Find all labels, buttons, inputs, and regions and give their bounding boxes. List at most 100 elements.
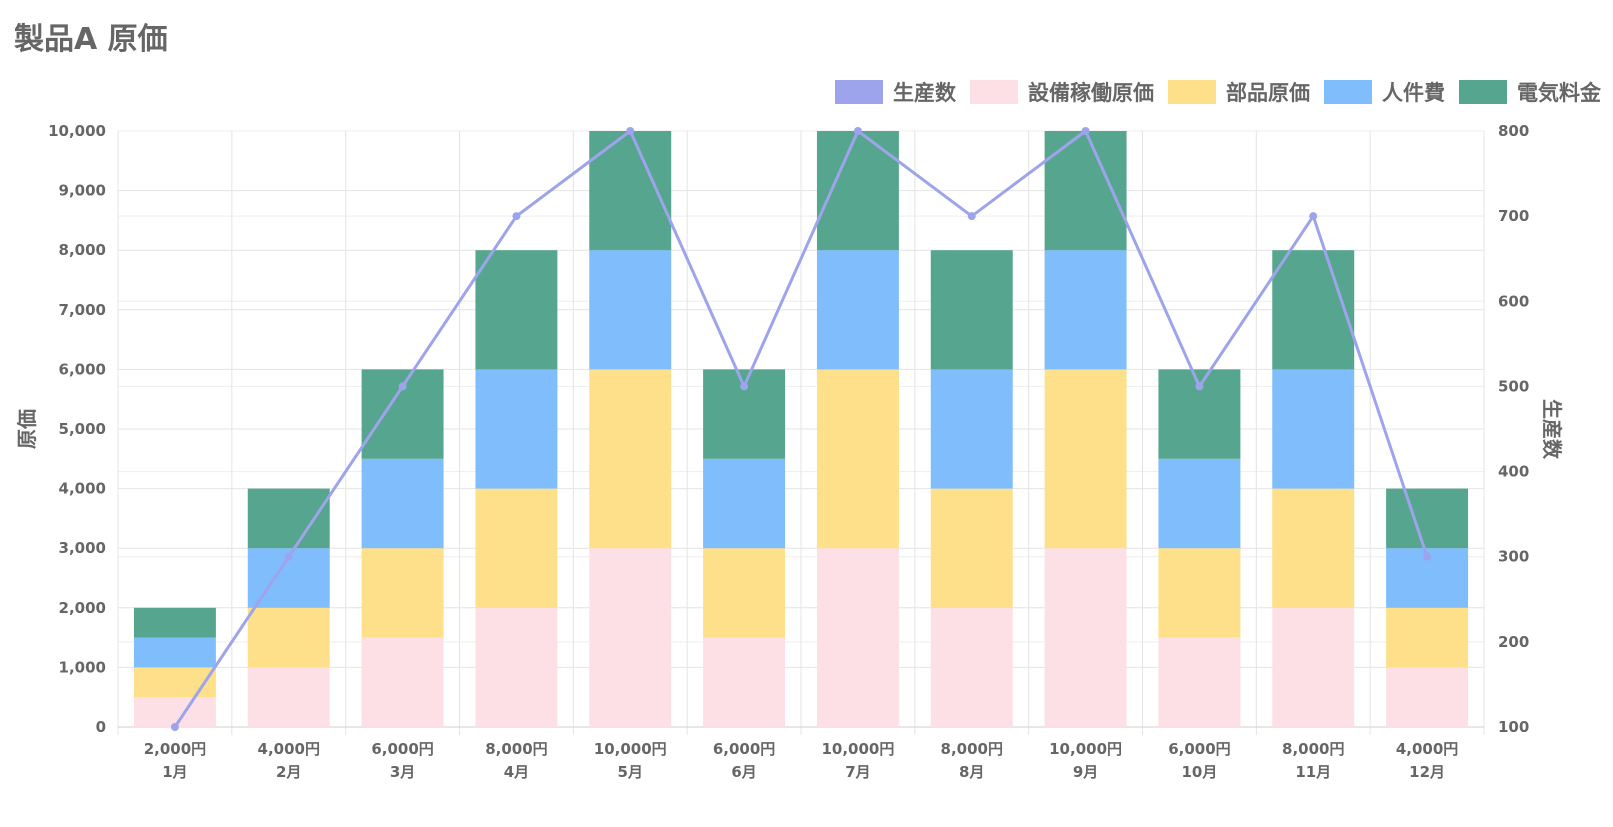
x-tick-total-label: 8,000円 [1282, 740, 1344, 758]
bar-segment [1386, 488, 1469, 549]
bar-segment [816, 548, 899, 727]
y2-tick-label: 600 [1498, 292, 1529, 310]
bar-segment [1386, 667, 1469, 727]
y-tick-label: 5,000 [59, 420, 106, 438]
legend-label: 電気料金 [1517, 81, 1601, 105]
x-tick-month-label: 11月 [1295, 763, 1331, 781]
legend-swatch [1168, 80, 1216, 104]
y2-tick-label: 700 [1498, 207, 1529, 225]
y-tick-label: 6,000 [59, 360, 106, 378]
bar-segment [930, 369, 1013, 489]
bar-segment [703, 458, 786, 549]
bar-segment [816, 369, 899, 549]
y-tick-label: 2,000 [59, 599, 106, 617]
legend-item[interactable]: 人件費 [1324, 77, 1445, 107]
y2-tick-label: 200 [1498, 633, 1529, 651]
bar-segment [1158, 548, 1241, 638]
x-tick-month-label: 5月 [618, 763, 643, 781]
bar-segment [816, 250, 899, 370]
x-tick-total-label: 10,000円 [821, 740, 894, 758]
bar-segment [475, 488, 558, 608]
y2-axis-title: 生産数 [1540, 399, 1564, 460]
x-tick-total-label: 10,000円 [594, 740, 667, 758]
x-tick-month-label: 9月 [1073, 763, 1098, 781]
bar-segment [1044, 131, 1127, 251]
line-point [967, 212, 976, 221]
bar-segment [930, 607, 1013, 727]
x-tick-month-label: 4月 [504, 763, 529, 781]
y-tick-label: 1,000 [59, 658, 106, 676]
y2-tick-label: 300 [1498, 548, 1529, 566]
bar-segment [816, 131, 899, 251]
bar-segment [930, 250, 1013, 370]
legend-swatch [835, 80, 883, 104]
bar-segment [361, 548, 444, 638]
bar-segment [1044, 548, 1127, 727]
x-tick-total-label: 6,000円 [713, 740, 775, 758]
line-point [740, 382, 749, 391]
chart-legend: 生産数 設備稼働原価 部品原価 人件費 電気料金 [835, 77, 1601, 107]
bar-segment [133, 697, 216, 727]
line-point [1423, 552, 1432, 561]
bar-segment [703, 548, 786, 638]
bar-segment [475, 250, 558, 370]
y-tick-label: 8,000 [59, 241, 106, 259]
line-point [853, 127, 862, 135]
line-point [626, 127, 635, 135]
bar-segment [589, 369, 672, 549]
bar-segment [1272, 488, 1355, 608]
x-tick-total-label: 10,000円 [1049, 740, 1122, 758]
x-tick-total-label: 4,000円 [1396, 740, 1458, 758]
bar-segment [247, 607, 330, 668]
x-tick-month-label: 1月 [162, 763, 187, 781]
x-tick-total-label: 8,000円 [941, 740, 1003, 758]
legend-label: 部品原価 [1226, 81, 1310, 105]
line-point [284, 552, 293, 561]
y2-tick-label: 800 [1498, 122, 1529, 140]
y-tick-label: 3,000 [59, 539, 106, 557]
bar-segment [589, 548, 672, 727]
legend-item[interactable]: 設備稼働原価 [970, 77, 1154, 107]
line-point [1195, 382, 1204, 391]
x-tick-month-label: 10月 [1181, 763, 1217, 781]
chart-title: 製品A 原価 [14, 22, 168, 57]
legend-item[interactable]: 生産数 [835, 77, 956, 107]
y-tick-label: 4,000 [59, 480, 106, 498]
bar-segment [133, 607, 216, 638]
x-tick-total-label: 6,000円 [371, 740, 433, 758]
line-point [398, 382, 407, 391]
x-tick-month-label: 2月 [276, 763, 301, 781]
bar-segment [133, 637, 216, 668]
bar-segment [1044, 250, 1127, 370]
x-tick-total-label: 6,000円 [1168, 740, 1230, 758]
bar-segment [1044, 369, 1127, 549]
bar-segment [475, 607, 558, 727]
bar-segment [1272, 369, 1355, 489]
bar-segment [1158, 458, 1241, 549]
line-point [512, 212, 521, 221]
legend-swatch [970, 80, 1018, 104]
bar-segment [247, 667, 330, 727]
bar-segment [930, 488, 1013, 608]
y2-tick-label: 100 [1498, 718, 1529, 736]
y-axis-title: 原価 [15, 409, 39, 449]
x-tick-total-label: 8,000円 [485, 740, 547, 758]
legend-label: 生産数 [893, 81, 956, 105]
x-tick-month-label: 3月 [390, 763, 415, 781]
legend-item[interactable]: 電気料金 [1459, 77, 1601, 107]
bar-segment [589, 250, 672, 370]
x-tick-month-label: 12月 [1409, 763, 1445, 781]
line-point [170, 723, 179, 731]
x-tick-month-label: 7月 [845, 763, 870, 781]
bar-segment [247, 488, 330, 549]
legend-item[interactable]: 部品原価 [1168, 77, 1310, 107]
x-tick-month-label: 6月 [731, 763, 756, 781]
x-tick-total-label: 4,000円 [258, 740, 320, 758]
y-tick-label: 7,000 [59, 301, 106, 319]
bar-segment [475, 369, 558, 489]
line-point [1081, 127, 1090, 135]
bar-segment [1272, 607, 1355, 727]
bar-segment [361, 637, 444, 727]
bar-segment [133, 667, 216, 698]
